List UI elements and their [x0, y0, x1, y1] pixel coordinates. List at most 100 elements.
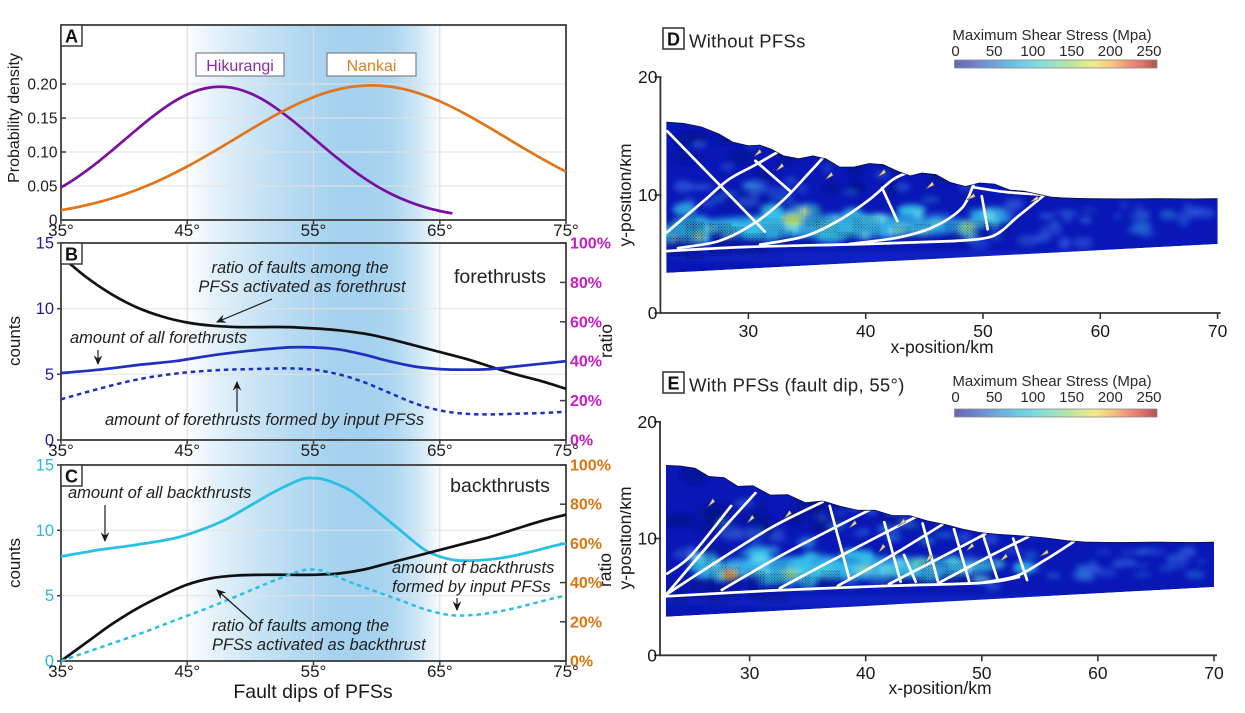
svg-text:80%: 80%	[570, 275, 602, 292]
svg-text:45°: 45°	[174, 662, 200, 681]
svg-text:60: 60	[1088, 663, 1108, 683]
svg-text:100%: 100%	[570, 458, 611, 475]
svg-text:Hikurangi: Hikurangi	[206, 58, 274, 75]
svg-text:150: 150	[1059, 43, 1084, 60]
svg-text:Nankai: Nankai	[347, 58, 397, 75]
svg-text:amount of forethrusts formed b: amount of forethrusts formed by input PF…	[105, 411, 424, 429]
svg-text:x-position/km: x-position/km	[890, 337, 993, 357]
svg-text:65°: 65°	[427, 221, 453, 240]
svg-text:PFSs activated as backthrust: PFSs activated as backthrust	[212, 636, 427, 654]
svg-text:y-position/km: y-position/km	[620, 143, 635, 246]
svg-text:250: 250	[1136, 43, 1161, 60]
svg-text:With PFSs (fault dip, 55°): With PFSs (fault dip, 55°)	[689, 375, 905, 396]
svg-text:20: 20	[638, 412, 658, 432]
svg-text:ratio of faults among the: ratio of faults among the	[212, 617, 389, 635]
svg-text:Fault dips of PFSs: Fault dips of PFSs	[233, 681, 393, 703]
svg-text:150: 150	[1059, 389, 1084, 406]
svg-text:40%: 40%	[570, 354, 602, 371]
svg-text:45°: 45°	[174, 221, 200, 240]
svg-text:70: 70	[1204, 663, 1224, 683]
svg-text:0: 0	[648, 303, 658, 323]
svg-text:0.05: 0.05	[27, 179, 57, 196]
svg-text:35°: 35°	[48, 441, 74, 460]
svg-text:backthrusts: backthrusts	[450, 475, 550, 497]
svg-text:75°: 75°	[553, 662, 579, 681]
svg-text:15: 15	[36, 235, 54, 253]
svg-text:0.15: 0.15	[27, 111, 57, 128]
svg-text:0: 0	[45, 432, 54, 450]
svg-text:5: 5	[45, 587, 54, 605]
svg-text:40: 40	[856, 663, 876, 683]
svg-text:35°: 35°	[48, 221, 74, 240]
svg-text:200: 200	[1098, 389, 1123, 406]
svg-text:10: 10	[638, 185, 658, 205]
svg-text:0: 0	[951, 389, 959, 406]
svg-text:ratio: ratio	[595, 553, 615, 587]
svg-text:0: 0	[45, 653, 54, 671]
svg-text:50: 50	[986, 389, 1003, 406]
svg-text:0.20: 0.20	[27, 77, 58, 94]
svg-text:50: 50	[986, 43, 1003, 60]
svg-text:60: 60	[1091, 321, 1111, 341]
svg-text:Without PFSs: Without PFSs	[689, 31, 806, 52]
svg-text:250: 250	[1136, 389, 1161, 406]
svg-text:forethrusts: forethrusts	[454, 266, 546, 288]
svg-text:counts: counts	[5, 316, 24, 366]
svg-text:amount of backthrusts: amount of backthrusts	[392, 559, 554, 577]
svg-text:65°: 65°	[427, 662, 453, 681]
svg-text:30: 30	[739, 321, 759, 341]
svg-text:Maximum Shear Stress (Mpa): Maximum Shear Stress (Mpa)	[952, 373, 1151, 390]
svg-text:Probability density: Probability density	[6, 53, 23, 183]
svg-text:ratio: ratio	[596, 324, 616, 358]
svg-text:200: 200	[1098, 43, 1123, 60]
svg-text:10: 10	[36, 522, 54, 540]
svg-text:Maximum Shear Stress (Mpa): Maximum Shear Stress (Mpa)	[952, 27, 1151, 44]
svg-text:E: E	[667, 374, 679, 394]
svg-text:A: A	[65, 27, 78, 47]
svg-text:5: 5	[45, 366, 54, 384]
svg-text:50: 50	[973, 321, 993, 341]
svg-text:C: C	[65, 467, 78, 487]
svg-text:35°: 35°	[48, 662, 74, 681]
svg-text:D: D	[667, 30, 680, 50]
svg-text:0: 0	[49, 213, 58, 230]
svg-text:10: 10	[638, 529, 658, 549]
svg-text:0%: 0%	[570, 433, 593, 450]
svg-text:20%: 20%	[570, 614, 602, 631]
svg-text:0.10: 0.10	[27, 145, 58, 162]
svg-text:65°: 65°	[427, 441, 453, 460]
svg-text:counts: counts	[5, 538, 24, 588]
svg-text:x-position/km: x-position/km	[888, 678, 991, 698]
svg-text:amount of all backthrusts: amount of all backthrusts	[68, 484, 251, 502]
svg-text:70: 70	[1208, 321, 1228, 341]
svg-text:40: 40	[856, 321, 876, 341]
svg-text:20: 20	[638, 67, 658, 87]
svg-text:100%: 100%	[570, 236, 611, 253]
svg-text:75°: 75°	[553, 441, 579, 460]
svg-text:55°: 55°	[301, 441, 327, 460]
svg-text:40%: 40%	[570, 575, 602, 592]
svg-text:20%: 20%	[570, 393, 602, 410]
svg-text:30: 30	[740, 663, 760, 683]
svg-text:15: 15	[36, 457, 54, 475]
svg-text:0: 0	[951, 43, 959, 60]
svg-text:45°: 45°	[174, 441, 200, 460]
svg-text:y-position/km: y-position/km	[620, 486, 635, 589]
svg-text:60%: 60%	[570, 314, 602, 331]
svg-text:100: 100	[1020, 43, 1045, 60]
svg-text:B: B	[65, 245, 78, 265]
svg-text:amount of all forethrusts: amount of all forethrusts	[70, 329, 247, 347]
svg-text:75°: 75°	[553, 221, 579, 240]
svg-text:formed by input PFSs: formed by input PFSs	[392, 578, 551, 596]
svg-text:55°: 55°	[301, 662, 327, 681]
svg-text:80%: 80%	[570, 497, 602, 514]
svg-text:50: 50	[972, 663, 992, 683]
svg-text:0: 0	[647, 645, 657, 665]
svg-text:100: 100	[1020, 389, 1045, 406]
svg-text:ratio of faults among the: ratio of faults among the	[211, 259, 388, 277]
svg-text:PFSs activated as forethrust: PFSs activated as forethrust	[198, 278, 407, 296]
svg-text:10: 10	[36, 300, 54, 318]
svg-text:55°: 55°	[301, 221, 327, 240]
svg-text:60%: 60%	[570, 536, 602, 553]
svg-text:0%: 0%	[570, 654, 593, 671]
